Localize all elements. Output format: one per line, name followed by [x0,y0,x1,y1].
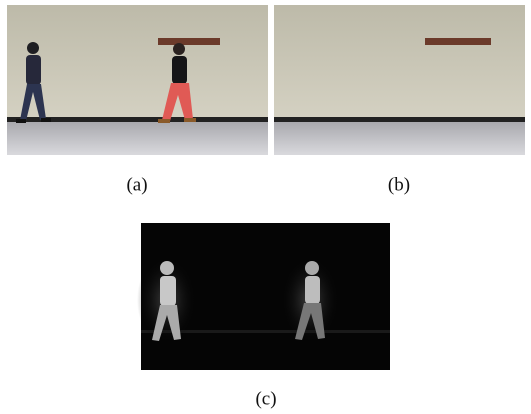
figure: (a) (b) (c) [0,0,531,414]
image-a [7,5,268,155]
caption-a: (a) [126,174,147,195]
caption-b: (b) [388,174,410,195]
image-c [137,223,390,370]
image-b [274,5,525,155]
caption-c: (c) [255,388,276,409]
